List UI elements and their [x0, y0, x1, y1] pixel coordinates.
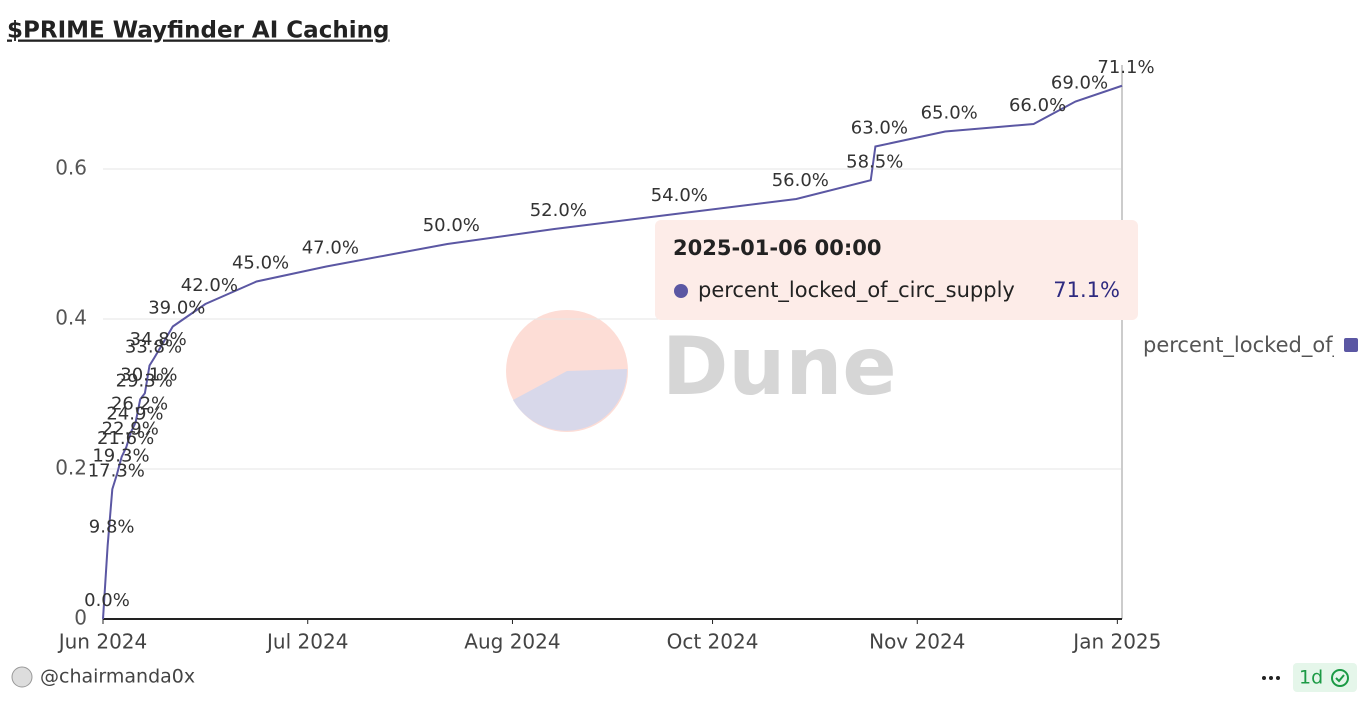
data-label: 9.8%: [89, 517, 135, 538]
tooltip-series: percent_locked_of_circ_supply: [698, 278, 1015, 303]
x-tick-label: Oct 2024: [667, 630, 759, 654]
data-label: 0.0%: [84, 590, 130, 611]
data-label: 29.3%: [116, 370, 173, 391]
data-label: 54.0%: [651, 185, 708, 206]
y-tick-label: 0.2: [55, 456, 87, 480]
age-text: 1d: [1299, 667, 1323, 689]
data-label: 52.0%: [530, 200, 587, 221]
data-label: 63.0%: [851, 118, 908, 139]
watermark-logo-part: [513, 369, 628, 431]
author[interactable]: @chairmanda0x: [40, 666, 195, 688]
data-label: 19.3%: [92, 445, 149, 466]
data-label: 71.1%: [1097, 57, 1154, 78]
data-label: 42.0%: [181, 275, 238, 296]
data-label: 56.0%: [772, 170, 829, 191]
tooltip-box: [655, 220, 1138, 320]
y-tick-label: 0.4: [55, 306, 87, 330]
legend-label[interactable]: percent_locked_of_circ_supply: [1143, 333, 1372, 358]
x-tick-label: Aug 2024: [464, 630, 560, 654]
data-label: 26.2%: [111, 394, 168, 415]
data-label: 39.0%: [148, 298, 205, 319]
avatar[interactable]: [11, 666, 33, 688]
chart-title[interactable]: $PRIME Wayfinder AI Caching: [7, 18, 389, 44]
data-label: 58.5%: [846, 151, 903, 172]
data-label: 22.9%: [102, 418, 159, 439]
legend-swatch[interactable]: [1344, 338, 1358, 352]
watermark: Dune: [506, 310, 897, 432]
data-label: 21.6%: [97, 428, 154, 449]
data-label: 65.0%: [921, 103, 978, 124]
data-label: 30.1%: [120, 364, 177, 385]
data-label: 17.3%: [88, 460, 145, 481]
data-label: 24.9%: [106, 403, 163, 424]
x-tick-label: Jan 2025: [1071, 630, 1161, 654]
x-tick-label: Jun 2024: [57, 630, 148, 654]
x-tick-label: Nov 2024: [869, 630, 965, 654]
data-label: 45.0%: [232, 253, 289, 274]
plot-area: 0 0.2 0.4 0.6 Jun 2024 Jul 2024 Aug 2024 Oct 20…: [55, 57, 1161, 654]
data-label: 33.8%: [125, 337, 182, 358]
y-tick-label: 0.6: [55, 156, 87, 180]
tooltip: 2025-01-06 00:00 percent_locked_of_circ_…: [655, 220, 1138, 320]
series-line: [102, 84, 1123, 620]
verified-check: [1335, 674, 1345, 683]
data-label: 47.0%: [302, 238, 359, 259]
watermark-text: Dune: [662, 320, 897, 413]
y-tick-label: 0: [74, 606, 87, 630]
tooltip-dot: [674, 284, 688, 298]
tooltip-value: 71.1%: [1053, 278, 1120, 302]
tooltip-title: 2025-01-06 00:00: [673, 236, 881, 260]
data-label: 69.0%: [1051, 73, 1108, 94]
data-label: 66.0%: [1009, 95, 1066, 116]
x-tick-label: Jul 2024: [265, 630, 348, 654]
verified-icon: [1331, 669, 1349, 687]
more-menu[interactable]: [1262, 676, 1280, 680]
data-label: 50.0%: [423, 215, 480, 236]
data-label: 34.8%: [130, 329, 187, 350]
